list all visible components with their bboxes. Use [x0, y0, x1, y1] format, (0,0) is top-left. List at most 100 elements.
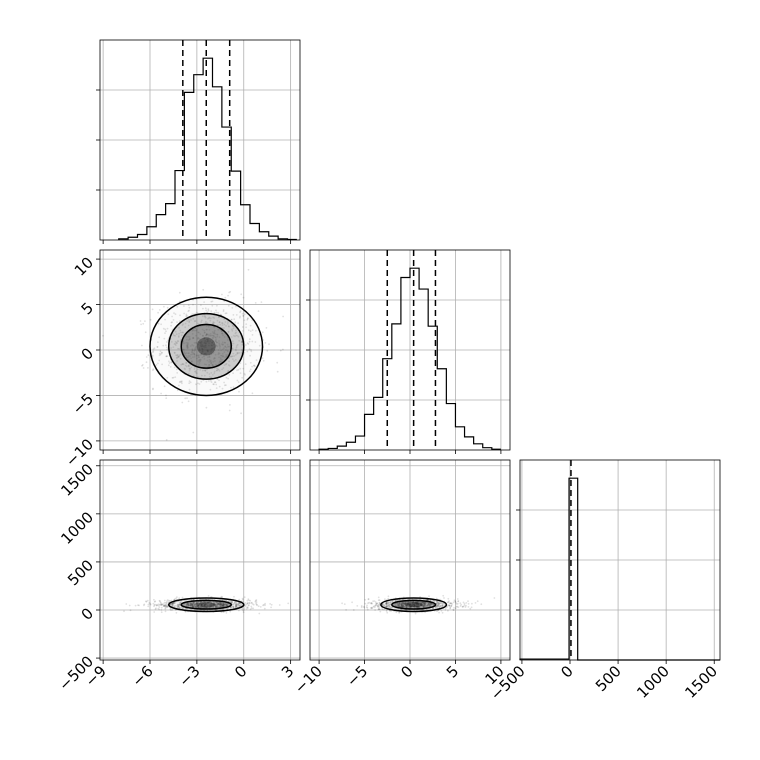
scatter-point — [227, 321, 229, 324]
scatter-point — [246, 342, 249, 345]
scatter-point — [208, 606, 211, 609]
scatter-point — [225, 325, 227, 327]
scatter-point — [221, 604, 224, 607]
scatter-point — [167, 364, 170, 367]
scatter-point — [251, 340, 254, 343]
scatter-point — [196, 605, 199, 607]
scatter-point — [142, 322, 145, 325]
scatter-point — [200, 345, 203, 348]
scatter-point — [232, 386, 235, 389]
scatter-point — [231, 605, 234, 608]
scatter-point — [223, 602, 226, 605]
scatter-point — [178, 320, 181, 323]
scatter-point — [195, 602, 198, 605]
scatter-point — [221, 387, 224, 390]
scatter-point — [231, 325, 234, 327]
scatter-point — [210, 310, 213, 312]
scatter-point — [441, 611, 444, 614]
contour-line — [180, 323, 232, 369]
scatter-point — [226, 604, 229, 607]
scatter-point — [213, 602, 216, 605]
scatter-point — [243, 596, 246, 598]
scatter-point — [186, 347, 189, 350]
scatter-point — [212, 603, 215, 605]
scatter-point — [212, 352, 214, 354]
scatter-point — [403, 605, 406, 608]
scatter-point — [176, 606, 179, 608]
scatter-point — [198, 347, 201, 350]
scatter-point — [207, 309, 210, 312]
scatter-point — [400, 604, 403, 606]
scatter-point — [206, 602, 209, 604]
scatter-point — [199, 359, 202, 362]
scatter-point — [188, 382, 191, 385]
scatter-point — [213, 343, 215, 346]
scatter-point — [176, 605, 179, 607]
scatter-point — [437, 602, 439, 604]
scatter-point — [423, 602, 426, 605]
scatter-point — [239, 372, 242, 374]
scatter-point — [175, 368, 178, 371]
scatter-point — [237, 335, 240, 338]
scatter-point — [222, 602, 224, 605]
scatter-point — [261, 331, 264, 334]
scatter-point — [232, 342, 235, 345]
scatter-point — [189, 603, 192, 606]
scatter-point — [417, 602, 419, 605]
scatter-point — [425, 605, 428, 607]
x-tick-label: 0 — [397, 662, 416, 681]
scatter-point — [205, 363, 208, 366]
scatter-point — [212, 351, 215, 353]
scatter-point — [249, 324, 252, 327]
scatter-point — [154, 608, 157, 611]
scatter-point — [204, 339, 207, 342]
scatter-point — [386, 611, 389, 614]
scatter-point — [411, 604, 414, 607]
scatter-point — [364, 602, 367, 605]
scatter-point — [191, 349, 194, 352]
scatter-point — [236, 379, 239, 382]
scatter-point — [216, 603, 219, 606]
scatter-point — [208, 354, 211, 357]
scatter-point — [403, 602, 405, 605]
scatter-point — [276, 370, 279, 373]
scatter-point — [171, 603, 173, 605]
scatter-point — [386, 605, 388, 608]
scatter-point — [248, 602, 251, 605]
scatter-point — [223, 336, 226, 338]
scatter-point — [239, 311, 242, 314]
scatter-point — [232, 606, 235, 608]
scatter-point — [198, 606, 201, 608]
scatter-point — [235, 605, 237, 608]
scatter-point — [176, 596, 178, 598]
scatter-point — [200, 604, 203, 607]
scatter-point — [204, 605, 207, 608]
scatter-point — [367, 598, 370, 600]
scatter-point — [143, 603, 146, 606]
scatter-point — [171, 315, 174, 318]
scatter-point — [229, 345, 231, 348]
scatter-point — [417, 605, 420, 608]
scatter-point — [214, 357, 216, 360]
scatter-point — [154, 603, 157, 606]
scatter-point — [209, 606, 211, 609]
scatter-point — [193, 342, 196, 344]
scatter-point — [188, 354, 190, 357]
scatter-point — [202, 334, 205, 337]
scatter-point — [164, 332, 166, 334]
scatter-point — [199, 605, 202, 608]
scatter-point — [188, 319, 190, 321]
y-tick-label: 1500 — [57, 460, 97, 500]
scatter-point — [207, 325, 210, 328]
scatter-point — [207, 602, 210, 604]
scatter-point — [360, 605, 363, 607]
scatter-point — [186, 397, 188, 399]
scatter-point — [197, 602, 200, 605]
scatter-point — [177, 604, 179, 606]
scatter-point — [419, 606, 422, 609]
scatter-point — [402, 602, 405, 604]
scatter-point — [449, 605, 452, 608]
scatter-point — [201, 344, 204, 346]
scatter-point — [199, 602, 202, 605]
scatter-point — [206, 604, 208, 607]
